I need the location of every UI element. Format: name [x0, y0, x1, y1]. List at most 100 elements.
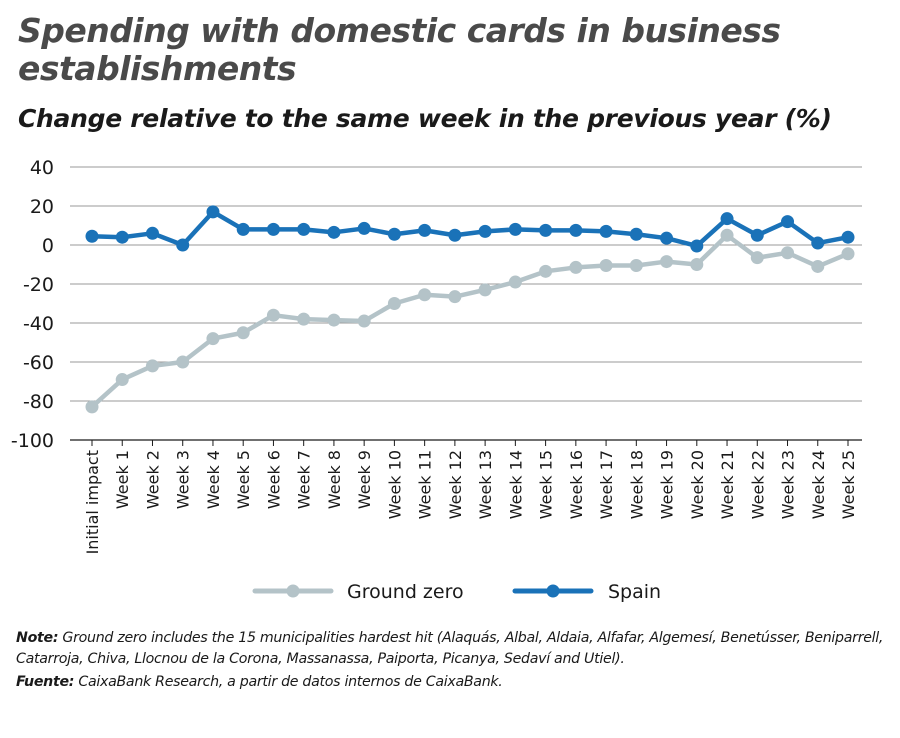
x-tick-label: Week 17 [597, 450, 616, 519]
x-tick-label: Week 20 [688, 450, 707, 519]
data-point [357, 314, 371, 328]
data-point [418, 223, 432, 237]
legend-label: Ground zero [347, 581, 464, 603]
grid-lines [70, 166, 862, 441]
x-tick-label: Week 23 [779, 450, 798, 519]
data-point [266, 308, 280, 322]
data-point [266, 222, 280, 236]
y-tick-label: 0 [42, 235, 54, 257]
legend: Ground zero Spain [252, 581, 661, 603]
data-point [811, 236, 825, 250]
data-point [176, 238, 190, 252]
data-point [297, 312, 311, 326]
y-tick-label: -80 [23, 391, 54, 413]
legend-item: Spain [512, 581, 661, 603]
data-point [236, 222, 250, 236]
data-point [206, 332, 220, 346]
note-text: Ground zero includes the 15 municipaliti… [16, 630, 884, 667]
x-tick-label: Week 7 [295, 450, 314, 509]
data-point [478, 224, 492, 238]
series-line [89, 233, 851, 410]
x-tick-label: Week 12 [446, 450, 465, 519]
data-point [811, 259, 825, 273]
x-axis-tick-labels: Initial impact Week 1 Week 2 Week 3 Week 4 We… [83, 440, 858, 554]
y-tick-label: -20 [23, 274, 54, 296]
x-tick-label: Week 11 [416, 450, 435, 519]
chart-notes: Note: Ground zero includes the 15 munici… [16, 628, 886, 693]
data-point [387, 227, 401, 241]
y-tick-label: 20 [30, 196, 54, 218]
y-tick-label: -100 [11, 430, 54, 452]
x-tick-label: Week 25 [839, 450, 858, 519]
line-chart: 40 20 0 -20 -40 -60 -80 -100 Initial impact Week… [11, 157, 862, 603]
source-text: CaixaBank Research, a partir de datos in… [78, 674, 503, 690]
x-tick-label: Week 6 [264, 450, 283, 509]
y-tick-label: -40 [23, 313, 54, 335]
data-point [750, 228, 764, 242]
x-tick-label: Week 8 [325, 450, 344, 509]
note-label: Note: [16, 630, 59, 646]
x-tick-label: Week 14 [506, 450, 525, 519]
x-tick-label: Initial impact [83, 450, 102, 554]
x-tick-label: Week 18 [627, 450, 646, 519]
data-point [660, 231, 674, 245]
x-tick-label: Week 10 [385, 450, 404, 519]
data-point [629, 258, 643, 272]
y-axis-tick-labels: 40 20 0 -20 -40 -60 -80 -100 [11, 157, 54, 452]
x-tick-label: Week 9 [355, 450, 374, 509]
data-point [357, 221, 371, 235]
data-point [115, 230, 129, 244]
data-point [236, 326, 250, 340]
data-point [145, 226, 159, 240]
x-tick-label: Week 5 [234, 450, 253, 509]
legend-swatch-marker [546, 584, 560, 598]
data-point [176, 355, 190, 369]
data-point [387, 297, 401, 310]
series-ground-zero [85, 228, 855, 414]
data-point [690, 258, 704, 271]
legend-label: Spain [608, 581, 661, 603]
data-point [297, 222, 311, 236]
x-tick-label: Week 24 [809, 450, 828, 519]
data-point [508, 275, 522, 289]
legend-item: Ground zero [252, 581, 464, 603]
x-tick-label: Week 15 [537, 450, 556, 519]
data-point [599, 224, 613, 238]
x-tick-label: Week 3 [174, 450, 193, 509]
data-point [478, 283, 492, 297]
data-point [508, 222, 522, 236]
data-point [569, 223, 583, 237]
source: Fuente: CaixaBank Research, a partir de … [16, 672, 886, 693]
data-point [720, 212, 734, 226]
data-point [720, 228, 734, 242]
x-tick-label: Week 1 [113, 450, 132, 509]
x-tick-label: Week 21 [718, 450, 737, 519]
data-point [539, 264, 553, 278]
x-tick-label: Week 13 [476, 450, 495, 519]
data-point [599, 258, 613, 272]
series-spain [85, 205, 855, 253]
data-point [750, 251, 764, 265]
source-label: Fuente: [16, 674, 75, 690]
x-tick-label: Week 4 [204, 450, 223, 509]
series-lines [85, 205, 855, 414]
x-tick-label: Week 2 [143, 450, 162, 509]
data-point [448, 290, 462, 304]
data-point [539, 223, 553, 237]
data-point [781, 215, 795, 229]
data-point [841, 230, 855, 244]
data-point [327, 225, 341, 239]
y-tick-label: -60 [23, 352, 54, 374]
data-point [327, 313, 341, 327]
data-point [85, 229, 99, 243]
x-tick-label: Week 22 [748, 450, 767, 519]
data-point [448, 228, 462, 242]
data-point [690, 239, 704, 253]
data-point [206, 205, 220, 219]
chart-subtitle: Change relative to the same week in the … [18, 104, 832, 133]
data-point [781, 246, 795, 260]
data-point [145, 359, 159, 373]
data-point [85, 400, 99, 414]
data-point [660, 255, 674, 269]
note: Note: Ground zero includes the 15 munici… [16, 628, 886, 670]
